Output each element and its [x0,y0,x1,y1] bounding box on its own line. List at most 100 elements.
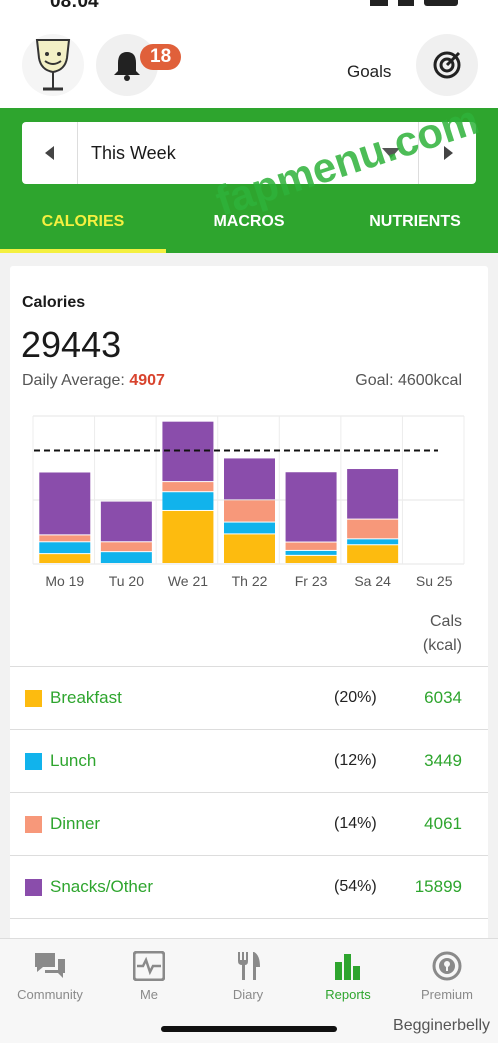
meal-row-empty [10,918,488,981]
x-tick-label: We 21 [168,573,208,589]
x-tick-label: Mo 19 [45,573,84,589]
x-tick-label: Tu 20 [109,573,144,589]
bar-segment-dinner [162,482,214,492]
bar-segment-lunch [100,552,152,563]
chevron-left-icon [44,146,54,160]
week-selector: This Week [22,122,476,184]
dinner-swatch [25,815,42,833]
nav-premium[interactable]: Premium [397,939,497,1002]
nav-reports[interactable]: Reports [298,939,398,1002]
bar-chart-icon [335,954,360,980]
x-tick-label: Su 25 [416,573,453,589]
top-bar: 18 Goals [0,22,498,108]
bar-segment-lunch [162,492,214,510]
bar-segment-lunch [224,522,275,534]
cals-header-line2: (kcal) [422,637,462,654]
meal-row-lunch[interactable]: Lunch (12%) 3449 [10,729,488,792]
bar-segment-breakfast [162,510,214,563]
meal-row-breakfast[interactable]: Breakfast (20%) 6034 [10,666,488,729]
calories-chart: Mo 19 Tu 20 We 21 Th 22 Fr 23 Sa 24 Su 25 [32,415,465,589]
bar-segment-lunch [39,542,91,554]
tab-macros[interactable]: MACROS [213,213,285,230]
daily-average: Daily Average: 4907 [22,372,165,390]
avatar[interactable] [22,34,84,96]
tab-nutrients[interactable]: NUTRIENTS [369,213,461,230]
nav-me[interactable]: Me [99,939,199,1002]
wine-glass-avatar-icon [35,39,71,91]
meal-percent: (12%) [334,752,377,769]
bar-segment-breakfast [39,554,91,563]
period-label: This Week [91,142,176,163]
bar-segment-dinner [347,519,399,539]
x-tick-label: Th 22 [232,573,268,589]
meal-calories: 3449 [424,751,462,770]
goal-text: Goal: 4600kcal [355,372,462,389]
cals-header: Cals (kcal) [423,610,462,658]
meal-percent: (20%) [334,689,377,706]
tab-calories[interactable]: CALORIES [0,204,166,253]
nav-label: Community [17,987,83,1002]
chevron-down-icon [382,148,400,158]
snacks-swatch [25,878,42,896]
bar-segment-snacks-other [39,472,91,535]
goals-button[interactable] [416,34,478,96]
x-tick-label: Fr 23 [295,573,328,589]
bar-segment-snacks-other [347,469,399,519]
nav-label: Reports [325,987,371,1002]
home-indicator [161,1026,337,1032]
bar-segment-snacks-other [285,472,337,542]
meal-percent: (54%) [334,878,377,895]
wifi-icon [398,0,414,6]
bar-segment-lunch [285,550,337,555]
battery-icon [424,0,458,6]
nav-label: Diary [232,987,264,1002]
meal-name: Lunch [50,751,97,770]
signal-icon [370,0,388,6]
meal-calories: 4061 [424,814,462,833]
meal-name: Snacks/Other [50,877,153,896]
premium-badge-icon [432,951,462,981]
meal-name: Breakfast [50,688,122,707]
daily-average-value: 4907 [129,372,165,389]
meal-calories: 15899 [414,877,462,896]
watermark-user: Begginerbelly [393,1017,490,1034]
bottom-nav: Community Me Diary Reports [0,938,498,1043]
bar-segment-breakfast [347,545,399,563]
calories-total: 29443 [21,324,122,365]
meal-row-snacks[interactable]: Snacks/Other (54%) 15899 [10,855,488,918]
goals-label[interactable]: Goals [347,62,392,81]
cals-header-line1: Cals [429,613,462,630]
bar-segment-breakfast [224,534,275,563]
bar-segment-dinner [100,542,152,552]
period-dropdown[interactable]: This Week [78,122,418,184]
bar-segment-lunch [347,539,399,545]
report-header: This Week CALORIES MACROS NUTRIENTS [0,108,498,253]
calories-card: Calories 29443 Daily Average: 4907 Goal:… [10,266,488,956]
target-icon [433,51,461,79]
heart-pulse-icon [133,951,165,981]
chevron-right-icon [443,146,453,160]
bar-segment-dinner [39,535,91,542]
next-week-button[interactable] [418,122,476,184]
meal-name: Dinner [50,814,101,833]
bar-segment-snacks-other [224,458,275,500]
status-bar: 08:04 [0,0,498,22]
bar-segment-dinner [285,542,337,550]
meal-row-dinner[interactable]: Dinner (14%) 4061 [10,792,488,855]
previous-week-button[interactable] [22,122,78,184]
nav-community[interactable]: Community [0,939,100,1002]
chat-bubbles-icon [35,953,65,978]
x-tick-label: Sa 24 [354,573,391,589]
nav-label: Me [139,987,159,1002]
bar-segment-breakfast [285,555,337,563]
daily-average-label: Daily Average: [22,372,125,389]
report-tabs: CALORIES MACROS NUTRIENTS [0,204,498,253]
notification-badge: 18 [140,44,182,70]
nav-diary[interactable]: Diary [198,939,298,1002]
calories-title: Calories [22,294,86,311]
lunch-swatch [25,752,42,770]
bar-segment-dinner [224,500,275,522]
status-time: 08:04 [50,0,99,12]
nav-label: Premium [420,987,473,1002]
bar-segment-snacks-other [100,501,152,542]
